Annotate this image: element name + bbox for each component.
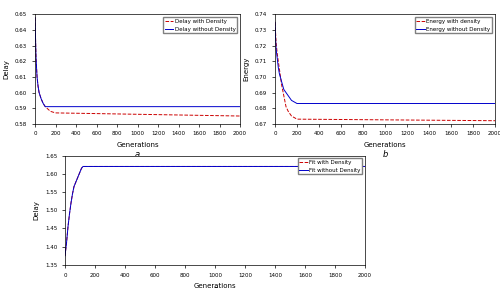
Fit without Density	[362, 165, 368, 168]
Fit without Density	[64, 241, 70, 245]
Legend: Fit with Density, Fit without Density: Fit with Density, Fit without Density	[298, 158, 362, 175]
Energy with density	[278, 83, 284, 86]
Fit with Density	[70, 192, 75, 196]
Line: Fit without Density: Fit without Density	[65, 166, 365, 256]
Delay without Density	[34, 75, 40, 79]
X-axis label: Generations: Generations	[194, 283, 236, 288]
Fit with Density	[64, 241, 70, 245]
Energy without Density	[276, 66, 281, 69]
Energy without Density	[294, 102, 300, 105]
Fit with Density	[362, 165, 368, 168]
Fit with Density	[77, 170, 83, 174]
Line: Fit with Density: Fit with Density	[65, 166, 365, 256]
Delay without Density	[48, 105, 54, 108]
Delay with Density	[38, 97, 44, 101]
Energy without Density	[272, 20, 278, 24]
Energy with density	[492, 119, 498, 122]
Fit without Density	[74, 177, 80, 181]
Delay with Density	[36, 91, 42, 94]
Line: Delay with Density: Delay with Density	[35, 18, 240, 116]
Energy with density	[273, 41, 279, 44]
Fit with Density	[71, 185, 77, 188]
Fit without Density	[66, 212, 72, 216]
X-axis label: Generations: Generations	[116, 142, 159, 148]
Fit with Density	[62, 254, 68, 257]
Energy with density	[288, 114, 294, 118]
Legend: Delay with Density, Delay without Density: Delay with Density, Delay without Densit…	[163, 17, 237, 33]
Text: c: c	[212, 285, 218, 288]
Fit without Density	[72, 181, 78, 185]
Fit without Density	[62, 254, 68, 257]
Energy without Density	[281, 88, 287, 91]
Delay with Density	[42, 105, 48, 108]
Energy with density	[294, 118, 300, 121]
Fit with Density	[72, 181, 78, 185]
Energy without Density	[272, 36, 278, 39]
Y-axis label: Delay: Delay	[34, 200, 40, 220]
Line: Energy with density: Energy with density	[275, 22, 495, 121]
Fit with Density	[66, 212, 72, 216]
Energy without Density	[278, 80, 284, 83]
Energy without Density	[288, 99, 294, 102]
Fit with Density	[74, 177, 80, 181]
Delay without Density	[36, 91, 42, 94]
Fit without Density	[70, 192, 75, 196]
Fit without Density	[77, 170, 83, 174]
Text: a: a	[135, 150, 140, 159]
Fit without Density	[80, 165, 86, 168]
Delay without Density	[35, 85, 41, 88]
Delay with Density	[48, 110, 54, 113]
Line: Energy without Density: Energy without Density	[275, 22, 495, 103]
Text: b: b	[382, 150, 388, 159]
Delay without Density	[32, 16, 38, 19]
Y-axis label: Energy: Energy	[244, 57, 250, 81]
Fit with Density	[78, 166, 84, 170]
Energy without Density	[283, 91, 289, 94]
Line: Delay without Density: Delay without Density	[35, 18, 240, 107]
Delay with Density	[52, 111, 59, 115]
Energy with density	[272, 20, 278, 24]
Delay with Density	[34, 75, 40, 79]
Delay without Density	[38, 97, 44, 101]
Energy without Density	[285, 94, 291, 97]
Delay without Density	[40, 102, 46, 105]
Energy with density	[285, 110, 291, 113]
Delay without Density	[33, 56, 39, 60]
Delay without Density	[42, 105, 48, 108]
Energy with density	[276, 67, 282, 71]
Delay with Density	[33, 56, 39, 60]
Delay without Density	[32, 36, 38, 39]
Delay with Density	[237, 114, 243, 118]
X-axis label: Generations: Generations	[364, 142, 406, 148]
Y-axis label: Delay: Delay	[4, 59, 10, 79]
Energy with density	[283, 105, 289, 108]
Fit without Density	[76, 174, 82, 177]
Fit without Density	[68, 201, 74, 205]
Delay with Density	[35, 85, 41, 88]
Fit without Density	[78, 166, 84, 170]
Fit with Density	[76, 174, 82, 177]
Fit with Density	[68, 201, 74, 205]
Energy without Density	[492, 102, 498, 105]
Energy without Density	[273, 47, 279, 50]
Energy without Density	[274, 56, 280, 60]
Energy without Density	[276, 72, 282, 75]
Fit with Density	[80, 165, 86, 168]
Delay with Density	[32, 16, 38, 19]
Energy without Density	[291, 100, 297, 104]
Legend: Energy with density, Energy without Density: Energy with density, Energy without Dens…	[415, 17, 492, 33]
Fit with Density	[65, 225, 71, 228]
Delay with Density	[40, 102, 46, 105]
Energy with density	[274, 52, 280, 55]
Energy with density	[276, 60, 281, 63]
Fit without Density	[65, 225, 71, 228]
Delay with Density	[32, 36, 38, 39]
Energy with density	[281, 94, 287, 97]
Delay without Density	[237, 105, 243, 108]
Fit without Density	[71, 185, 77, 188]
Delay without Density	[52, 105, 59, 108]
